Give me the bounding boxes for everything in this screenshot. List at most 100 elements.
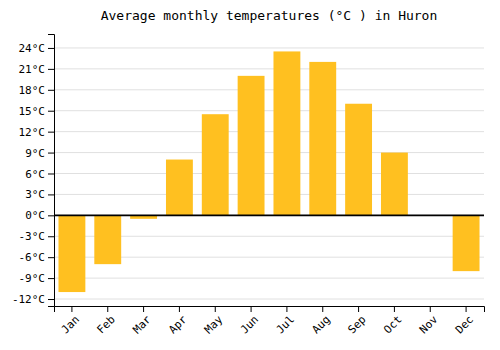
x-tick: Jul — [274, 306, 297, 336]
y-tick-mark — [48, 236, 54, 237]
grid-line — [54, 299, 484, 300]
plot: -12°C -9°C -6°C -3°C 0°C 3°C 6°C 9°C 12°C 15°C 18°… — [12, 35, 485, 337]
y-tick-mark — [48, 111, 54, 112]
bar — [94, 215, 121, 264]
x-tick: Apr — [166, 306, 190, 336]
grid-line — [54, 131, 484, 132]
grid-line — [54, 215, 484, 216]
x-tick-mark — [358, 306, 359, 312]
y-tick-mark — [48, 278, 54, 279]
grid-line — [54, 173, 484, 174]
y-axis: -12°C -9°C -6°C -3°C 0°C 3°C 6°C 9°C 12°C 15°C 18°… — [12, 35, 55, 307]
x-axis: Jan Feb Mar Apr May Jun Jul Aug Sep Oct Nov Dec — [55, 306, 485, 336]
y-axis-line — [48, 35, 55, 307]
bar — [309, 62, 336, 215]
x-tick-label: Nov — [417, 313, 441, 337]
x-tick-mark — [430, 306, 431, 312]
grid-line — [54, 278, 484, 279]
x-tick: Oct — [381, 306, 404, 336]
grid-line — [54, 194, 484, 195]
y-tick: 18°C — [19, 84, 55, 97]
bar — [381, 153, 408, 216]
y-tick-label: 24°C — [19, 42, 46, 55]
bar — [202, 114, 229, 215]
grid — [54, 48, 484, 299]
y-tick-mark — [48, 132, 54, 133]
y-tick-mark — [48, 153, 54, 154]
y-tick: -3°C — [19, 230, 55, 243]
grid-line — [54, 68, 484, 69]
x-tick: Dec — [453, 306, 476, 336]
grid-line — [54, 110, 484, 111]
x-tick-mark — [107, 306, 108, 312]
y-tick-mark — [48, 69, 54, 70]
x-tick-label: Jul — [274, 313, 297, 336]
x-tick-label: Feb — [95, 313, 118, 336]
x-tick-mark — [215, 306, 216, 312]
x-tick-mark — [322, 306, 323, 312]
x-tick-mark — [251, 306, 252, 312]
x-tick-mark — [286, 306, 287, 312]
bar — [453, 215, 480, 271]
x-tick-label: Dec — [453, 313, 476, 336]
x-axis-line — [55, 307, 485, 313]
x-tick-mark — [143, 306, 144, 312]
grid-line — [54, 89, 484, 90]
grid-line — [54, 47, 484, 48]
bars — [54, 51, 484, 292]
y-tick: 3°C — [25, 188, 54, 201]
bar — [166, 160, 193, 216]
title: Average monthly temperatures (°C ) in Hu… — [101, 8, 438, 23]
y-tick-label: 12°C — [19, 126, 46, 139]
y-tick-mark — [48, 215, 54, 216]
y-tick-label: -3°C — [19, 230, 46, 243]
x-tick-mark — [71, 306, 72, 312]
x-tick: Mar — [130, 306, 154, 336]
bar — [58, 215, 85, 292]
y-tick-mark — [48, 173, 54, 174]
x-tick: May — [202, 306, 226, 336]
y-tick: 9°C — [25, 147, 54, 160]
x-tick: Feb — [95, 306, 118, 336]
y-tick-mark — [48, 194, 54, 195]
y-tick-mark — [48, 48, 54, 49]
bar — [238, 76, 265, 215]
y-tick-label: 0°C — [25, 209, 45, 222]
x-tick-label: Jun — [238, 313, 261, 336]
y-tick: 6°C — [25, 168, 54, 181]
x-tick-mark — [394, 306, 395, 312]
x-tick-label: Sep — [345, 313, 368, 336]
y-tick-label: 6°C — [25, 168, 45, 181]
y-tick-label: -6°C — [19, 251, 46, 264]
y-tick: -9°C — [19, 272, 55, 285]
y-tick-label: -9°C — [19, 272, 46, 285]
zero-line — [54, 214, 484, 216]
chart: Average monthly temperatures (°C ) in Hu… — [0, 0, 500, 350]
x-tick: Jan — [59, 306, 82, 336]
y-tick: 0°C — [25, 209, 54, 222]
x-tick-label: Aug — [310, 313, 333, 336]
y-tick: 24°C — [19, 42, 55, 55]
x-tick-label: Jan — [59, 313, 82, 336]
y-tick-label: 3°C — [25, 188, 45, 201]
y-tick-label: 9°C — [25, 147, 45, 160]
y-tick-mark — [48, 257, 54, 258]
x-tick: Jun — [238, 306, 261, 336]
x-tick-label: Apr — [166, 313, 190, 337]
y-tick-label: -12°C — [12, 293, 45, 306]
x-tick: Nov — [417, 306, 441, 336]
x-tick-mark — [179, 306, 180, 312]
y-tick-mark — [48, 90, 54, 91]
x-tick-mark — [466, 306, 467, 312]
x-tick: Sep — [345, 306, 368, 336]
x-tick-label: May — [202, 313, 226, 337]
y-tick-label: 21°C — [19, 63, 46, 76]
bar — [273, 51, 300, 215]
y-tick: -12°C — [12, 293, 54, 306]
y-tick: 21°C — [19, 63, 55, 76]
x-tick-label: Mar — [130, 313, 154, 337]
bar — [345, 104, 372, 216]
y-tick-label: 15°C — [19, 105, 46, 118]
y-tick: 12°C — [19, 126, 55, 139]
y-tick: -6°C — [19, 251, 55, 264]
